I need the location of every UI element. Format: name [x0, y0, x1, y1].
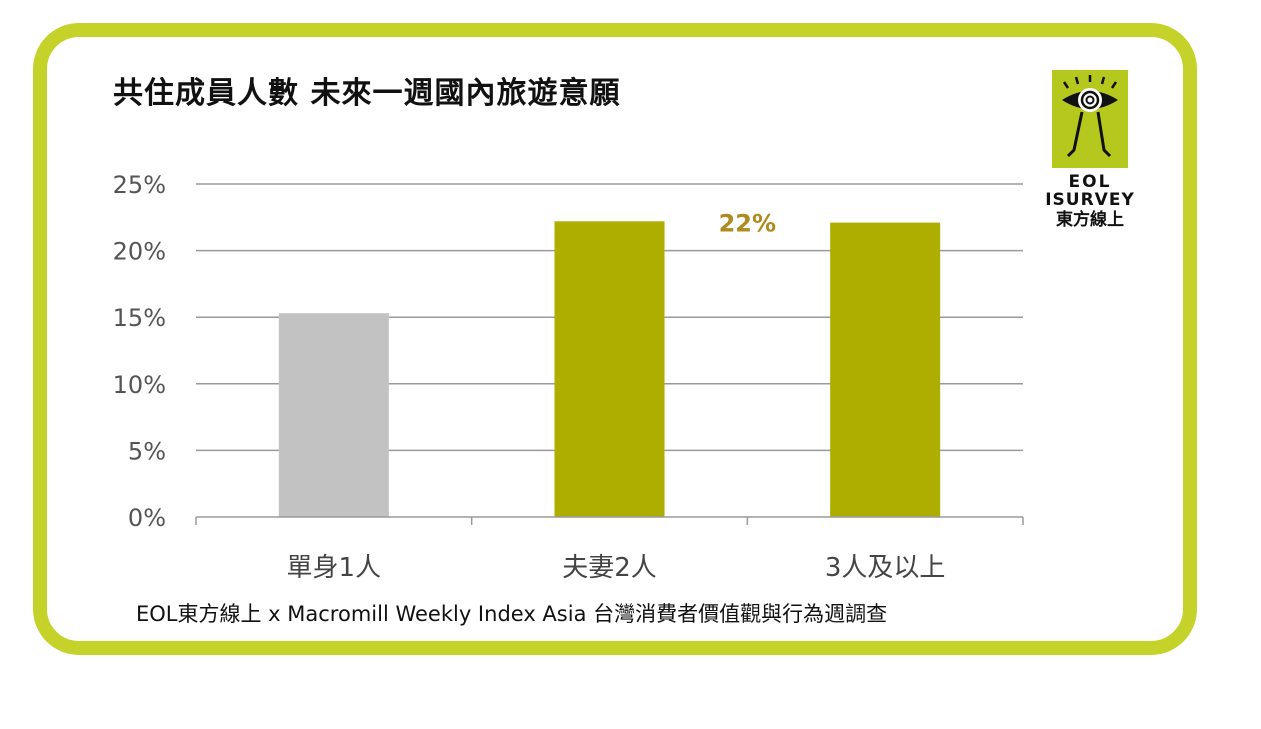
bar-3	[830, 222, 941, 518]
y-tick-label: 20%	[113, 238, 166, 266]
chart-title: 共住成員人數 未來一週國內旅遊意願	[113, 76, 621, 111]
eol-isurvey-logo: EOL ISURVEY 東方線上	[1030, 70, 1150, 240]
logo-company-text: 東方線上	[1056, 210, 1124, 230]
bars	[278, 221, 941, 518]
y-tick-label: 10%	[113, 371, 166, 399]
x-tick-label: 3人及以上	[825, 553, 946, 583]
labels: 0% 5% 10% 15% 20% 25% 單身1人 夫妻2人 3人及以上 22%	[113, 171, 946, 583]
y-tick-label: 25%	[113, 171, 166, 199]
y-tick-label: 0%	[128, 504, 166, 532]
logo-isurvey-text: ISURVEY	[1045, 190, 1135, 210]
source-note: EOL東方線上 x Macromill Weekly Index Asia 台灣…	[136, 602, 888, 626]
bar-1	[278, 313, 389, 517]
x-tick-label: 夫妻2人	[562, 553, 657, 583]
x-tick-label: 單身1人	[287, 553, 382, 583]
y-tick-label: 15%	[113, 304, 166, 332]
bar-2	[554, 221, 665, 517]
data-label: 22%	[719, 209, 776, 237]
y-tick-label: 5%	[128, 437, 166, 465]
logo-eol-text: EOL	[1068, 172, 1112, 192]
eye-icon	[1062, 75, 1118, 158]
axes	[195, 516, 1024, 525]
logo-eye-mark	[1052, 70, 1128, 168]
